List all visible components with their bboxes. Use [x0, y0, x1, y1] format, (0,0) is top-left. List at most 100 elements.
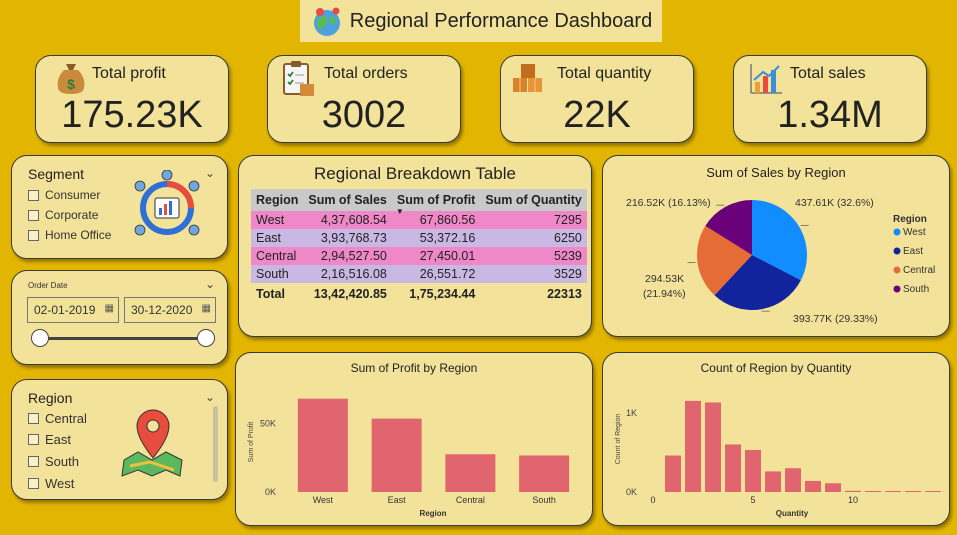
end-date-input[interactable]: 30-12-2020 ▦ — [124, 297, 216, 323]
legend-item-west[interactable]: West — [903, 227, 926, 238]
legend-swatch — [893, 228, 901, 236]
y-tick-label: 50K — [260, 418, 276, 428]
bar-central[interactable] — [445, 454, 496, 492]
boxes-icon — [513, 64, 542, 92]
calendar-icon[interactable]: ▦ — [201, 303, 211, 314]
histogram-bar[interactable] — [685, 400, 701, 492]
table-row: South 2,16,516.08 26,551.72 3529 — [251, 265, 587, 283]
region-option-central[interactable]: Central — [28, 411, 87, 426]
segment-slicer: Segment ⌄ Consumer Corporate Home Office — [11, 155, 228, 259]
date-slicer: Order Date ⌄ 02-01-2019 ▦ 30-12-2020 ▦ — [11, 270, 228, 365]
y-tick-label: 0K — [265, 487, 276, 497]
bar-east[interactable] — [371, 418, 422, 492]
segment-option-corporate[interactable]: Corporate — [28, 208, 98, 222]
profit-chart-title: Sum of Profit by Region — [350, 361, 478, 375]
region-option-south[interactable]: South — [28, 454, 79, 469]
histogram-bar[interactable] — [865, 491, 881, 492]
date-slicer-title: Order Date — [28, 281, 68, 290]
column-header-profit[interactable]: Sum of Profit ▼ — [391, 189, 481, 216]
bar-south[interactable] — [519, 455, 570, 492]
growth-chart-icon — [750, 64, 782, 94]
profit-bar-chart: 0K 50K Sum of Profit West East Central South Re… — [248, 398, 570, 518]
pie-data-label: 216.52K (16.13%) — [626, 197, 711, 209]
calendar-icon[interactable]: ▦ — [104, 303, 114, 314]
kpi-card-quantity: Total quantity 22K — [500, 55, 694, 143]
quantity-chart-title: Count of Region by Quantity — [700, 361, 852, 375]
histogram-bar[interactable] — [825, 483, 841, 492]
pie-slice-west[interactable] — [752, 200, 807, 281]
region-slicer-title: Region — [28, 390, 73, 406]
sales-by-region-card: Sum of Sales by Region 437.61K (32.6%) 39… — [602, 155, 950, 337]
checkbox[interactable] — [28, 209, 39, 221]
legend-swatch — [893, 266, 901, 274]
kpi-label: Total sales — [790, 65, 866, 82]
region-option-west[interactable]: West — [28, 476, 74, 491]
svg-text:$: $ — [67, 76, 75, 92]
column-header-sales[interactable]: Sum of Sales — [303, 189, 392, 211]
region-option-east[interactable]: East — [28, 432, 71, 447]
table-total-row: Total 13,42,420.85 1,75,234.44 22313 — [256, 287, 582, 301]
histogram-bar[interactable] — [665, 455, 681, 492]
kpi-card-profit: $ Total profit 175.23K — [35, 55, 229, 143]
pie-slice-east[interactable] — [714, 255, 801, 310]
histogram-bar[interactable] — [905, 491, 921, 492]
histogram-bar[interactable] — [885, 491, 901, 492]
segment-option-consumer[interactable]: Consumer — [28, 188, 100, 202]
count-by-quantity-card: Count of Region by Quantity 0K 1K Count of… — [602, 352, 950, 526]
regional-breakdown-table: Region Sum of Sales Sum of Profit ▼ Sum o… — [251, 189, 587, 305]
table-header-row: Region Sum of Sales Sum of Profit ▼ Sum o… — [251, 189, 587, 216]
checkbox[interactable] — [28, 434, 39, 445]
legend-item-south[interactable]: South — [903, 284, 929, 295]
histogram-bar[interactable] — [725, 444, 741, 492]
chevron-down-icon[interactable]: ⌄ — [204, 277, 215, 291]
legend-swatch — [893, 247, 901, 255]
bar-west[interactable] — [297, 398, 348, 492]
chevron-down-icon[interactable]: ⌄ — [204, 390, 215, 404]
segment-option-home-office[interactable]: Home Office — [28, 228, 111, 242]
pie-slice-south[interactable] — [705, 200, 752, 255]
region-slicer: Region ⌄ Central East South West — [11, 379, 228, 500]
histogram-bar[interactable] — [805, 480, 821, 492]
checkbox[interactable] — [28, 456, 39, 467]
x-tick-label: Central — [456, 495, 485, 505]
table-row: Central 2,94,527.50 27,450.01 5239 — [251, 247, 587, 265]
sort-desc-icon: ▼ — [395, 207, 404, 216]
histogram-bar[interactable] — [785, 468, 801, 492]
pie-chart-title: Sum of Sales by Region — [706, 165, 846, 180]
legend-item-central[interactable]: Central — [903, 265, 935, 276]
checkbox[interactable] — [28, 413, 39, 424]
checkbox[interactable] — [28, 478, 39, 489]
x-tick-label: 10 — [848, 495, 858, 505]
checkbox[interactable] — [28, 189, 39, 201]
money-bag-icon: $ — [57, 64, 85, 94]
legend-item-east[interactable]: East — [903, 246, 923, 257]
histogram-bar[interactable] — [705, 402, 721, 492]
pie-slice-central[interactable] — [697, 225, 752, 296]
pie-data-label: 437.61K (32.6%) — [795, 197, 874, 209]
x-tick-label: 5 — [750, 495, 755, 505]
histogram-bar[interactable] — [745, 450, 761, 492]
y-tick-label: 1K — [626, 408, 637, 418]
date-range-end-handle[interactable] — [197, 329, 215, 347]
x-tick-label: South — [532, 495, 556, 505]
page-title: Regional Performance Dashboard — [349, 9, 653, 32]
histogram-bar[interactable] — [845, 490, 861, 492]
chevron-down-icon[interactable]: ⌄ — [204, 166, 215, 180]
pie-data-label: 393.77K (29.33%) — [793, 313, 878, 325]
column-header-quantity[interactable]: Sum of Quantity — [480, 189, 587, 211]
kpi-card-orders: Total orders 3002 — [267, 55, 461, 143]
kpi-value: 22K — [563, 94, 631, 136]
clipboard-icon — [283, 61, 314, 96]
profit-by-region-card: Sum of Profit by Region 0K 50K Sum of Prof… — [235, 352, 593, 526]
column-header-region[interactable]: Region — [251, 189, 304, 211]
region-scrollbar[interactable] — [213, 406, 218, 482]
start-date-input[interactable]: 02-01-2019 ▦ — [27, 297, 119, 323]
x-tick-label: West — [313, 495, 334, 505]
date-range-start-handle[interactable] — [31, 329, 49, 347]
histogram-bar[interactable] — [765, 471, 781, 492]
checkbox[interactable] — [28, 229, 39, 241]
kpi-value: 175.23K — [61, 94, 203, 136]
histogram-bar[interactable] — [925, 491, 941, 492]
y-tick-label: 0K — [626, 487, 637, 497]
date-range-track — [39, 337, 207, 340]
